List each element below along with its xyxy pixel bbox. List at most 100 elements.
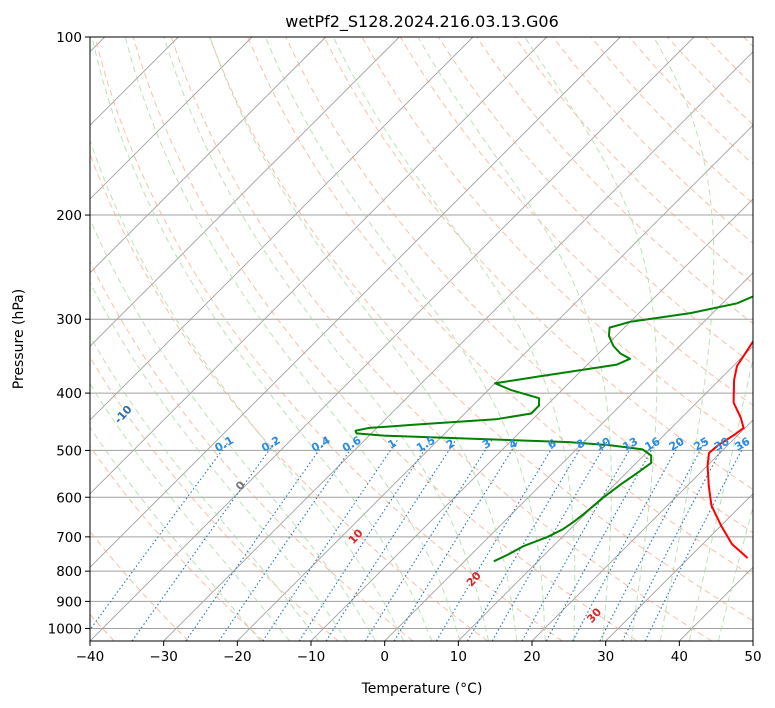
mixing-ratio-line (491, 439, 609, 641)
moist-adiabat (264, 37, 546, 641)
dry-adiabat-label: 0 (233, 478, 248, 493)
dry-adiabat (667, 37, 753, 126)
x-tick-label: 10 (450, 649, 467, 665)
isotherm-line (90, 37, 548, 495)
mixing-ratio-line (521, 439, 636, 641)
x-tick-label: 40 (671, 649, 688, 665)
moist-adiabat (91, 37, 433, 641)
isotherm-line (90, 37, 327, 274)
mixing-ratio-label: 0.6 (340, 433, 364, 454)
mixing-ratio-line (621, 439, 727, 641)
dry-adiabat (285, 37, 753, 534)
mixing-ratio-label: 0.1 (213, 434, 236, 455)
x-tick-label: −40 (76, 649, 105, 665)
mixing-ratio-line (467, 439, 586, 641)
isotherm-line (752, 640, 753, 641)
moist-adiabat (124, 37, 461, 641)
mixing-ratio-line (364, 439, 493, 641)
dry-adiabat-label: -30 (0, 374, 4, 398)
mixing-ratio-line (298, 439, 432, 641)
isotherm-line (384, 272, 753, 641)
moist-adiabat (90, 281, 348, 641)
y-tick-label: 100 (56, 30, 82, 46)
dry-adiabat-label: 20 (464, 569, 484, 589)
y-tick-label: 400 (56, 386, 82, 402)
dry-adiabat (743, 37, 753, 48)
x-tick-label: −30 (149, 649, 178, 665)
y-axis-label: Pressure (hPa) (11, 289, 27, 389)
dry-adiabat (170, 37, 712, 641)
dry-adiabat (476, 37, 753, 325)
dry-adiabat (437, 37, 753, 365)
axis-ticks: −40 −30 −20 −10 0 10 20 30 40 5010020030040050060… (48, 30, 762, 665)
dry-adiabat (90, 356, 339, 641)
dry-adiabat (90, 260, 414, 641)
dry-adiabat-label: 40 (707, 637, 727, 657)
x-axis-label: Temperature (°C) (361, 681, 483, 697)
dry-adiabat (90, 152, 488, 641)
background-lines (90, 37, 753, 641)
y-tick-label: 200 (56, 208, 82, 224)
isotherm-line (457, 345, 753, 641)
isotherm-line (90, 37, 695, 641)
mixing-ratio-line (435, 439, 558, 641)
dry-adiabat (94, 37, 563, 641)
moist-adiabat (90, 382, 291, 641)
x-tick-label: −20 (223, 649, 252, 665)
mixing-ratio-line (90, 439, 231, 631)
x-tick-label: 0 (380, 649, 389, 665)
dry-adiabat (90, 445, 264, 641)
moist-adiabat (653, 37, 715, 641)
y-tick-label: 800 (56, 564, 82, 580)
moist-adiabat (163, 37, 489, 641)
series-layer (354, 295, 753, 563)
y-tick-label: 300 (56, 312, 82, 328)
moist-adiabat (718, 505, 753, 641)
isotherm-line (163, 51, 753, 641)
dewpoint-profile-line (354, 295, 753, 563)
x-tick-label: 20 (523, 649, 540, 665)
plot-frame (89, 36, 754, 642)
x-tick-label: 30 (597, 649, 614, 665)
mixing-ratio-label: 1 (386, 437, 399, 452)
isotherm-line (605, 493, 753, 641)
isotherm-line (310, 198, 753, 641)
mixing-ratio-label: 0.4 (309, 433, 333, 454)
y-tick-label: 500 (56, 443, 82, 459)
temperature-profile-line (706, 339, 753, 559)
mixing-ratio-line (393, 439, 519, 641)
dry-adiabat-label: -10 (112, 403, 135, 427)
mixing-ratio-line (262, 439, 399, 641)
mixing-ratio-line (131, 439, 278, 641)
moist-adiabat (90, 426, 262, 641)
isotherm-line (236, 124, 753, 641)
isotherm-line (90, 37, 621, 568)
dry-adiabat (90, 530, 190, 641)
mixing-ratio-line (185, 439, 327, 641)
moist-adiabat (688, 356, 753, 641)
isotherm-line (678, 566, 753, 641)
y-tick-label: 900 (56, 594, 82, 610)
dry-adiabat (590, 37, 753, 205)
dry-adiabat (514, 37, 753, 284)
x-tick-label: −10 (297, 649, 326, 665)
dry-adiabat (209, 37, 753, 622)
mixing-ratio-line (644, 439, 748, 641)
moist-adiabat (209, 37, 518, 641)
dry-adiabat (132, 37, 638, 641)
mixing-ratio-line (325, 439, 457, 641)
x-tick-label: 50 (744, 649, 761, 665)
isotherm-line (90, 37, 474, 421)
moist-adiabat (90, 217, 376, 641)
chart-title: wetPf2_S128.2024.216.03.13.G06 (285, 12, 559, 32)
dry-adiabat-label: 30 (584, 605, 604, 625)
isoline-labels: 0.10.20.40.611.52346810131620253036-100-… (0, 374, 753, 657)
isotherm-line (90, 37, 400, 347)
mixing-ratio-label: 4 (507, 436, 520, 451)
moist-adiabat (417, 37, 612, 641)
dry-adiabat (323, 37, 753, 491)
y-tick-label: 1000 (48, 621, 82, 637)
y-tick-label: 700 (56, 530, 82, 546)
isotherm-line (531, 419, 753, 641)
